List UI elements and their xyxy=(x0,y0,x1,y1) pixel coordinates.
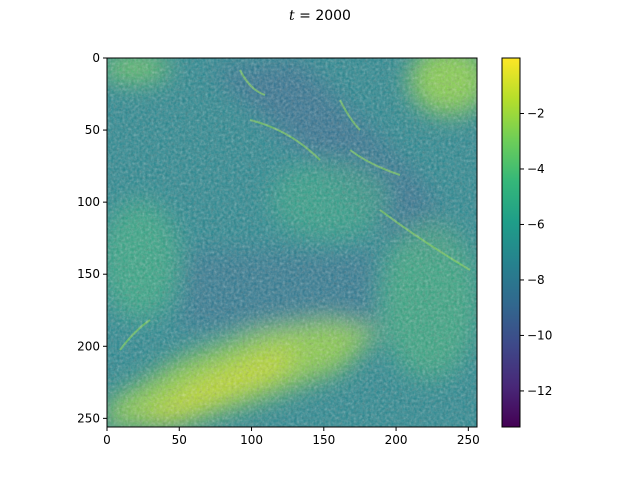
x-tick-label: 0 xyxy=(103,433,111,447)
heatmap-image xyxy=(100,45,490,427)
colorbar-tick-label: −6 xyxy=(527,217,545,231)
y-tick-label: 250 xyxy=(77,411,100,425)
x-tick-label: 100 xyxy=(240,433,263,447)
colorbar-tick-label: −4 xyxy=(527,162,545,176)
colorbar-tick-label: −8 xyxy=(527,273,545,287)
y-tick-label: 100 xyxy=(77,195,100,209)
y-tick-label: 50 xyxy=(85,123,100,137)
x-axis: 0 50 100 150 200 250 xyxy=(103,427,480,447)
y-tick-label: 150 xyxy=(77,267,100,281)
x-tick-label: 150 xyxy=(312,433,335,447)
x-tick-label: 200 xyxy=(385,433,408,447)
x-tick-label: 50 xyxy=(172,433,187,447)
y-axis: 0 50 100 150 200 250 xyxy=(77,51,107,425)
heat-noise xyxy=(107,58,477,427)
y-tick-label: 200 xyxy=(77,339,100,353)
colorbar-tick-label: −12 xyxy=(527,384,552,398)
colorbar-tick-label: −2 xyxy=(527,106,545,120)
colorbar xyxy=(502,58,520,427)
y-tick-label: 0 xyxy=(92,51,100,65)
colorbar-axis: −2 −4 −6 −8 −10 −12 xyxy=(520,106,552,397)
x-tick-label: 250 xyxy=(457,433,480,447)
colorbar-tick-label: −10 xyxy=(527,328,552,342)
